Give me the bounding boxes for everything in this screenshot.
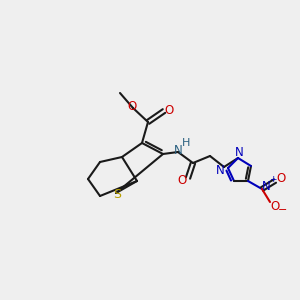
Text: −: − [278,205,288,215]
Text: +: + [269,176,277,184]
Text: O: O [128,100,136,113]
Text: S: S [113,188,121,200]
Text: N: N [262,179,270,193]
Text: O: O [270,200,280,212]
Text: O: O [276,172,286,185]
Text: N: N [174,143,182,157]
Text: O: O [177,173,187,187]
Text: H: H [182,138,190,148]
Text: O: O [164,104,174,118]
Text: N: N [235,146,243,158]
Text: N: N [216,164,224,176]
